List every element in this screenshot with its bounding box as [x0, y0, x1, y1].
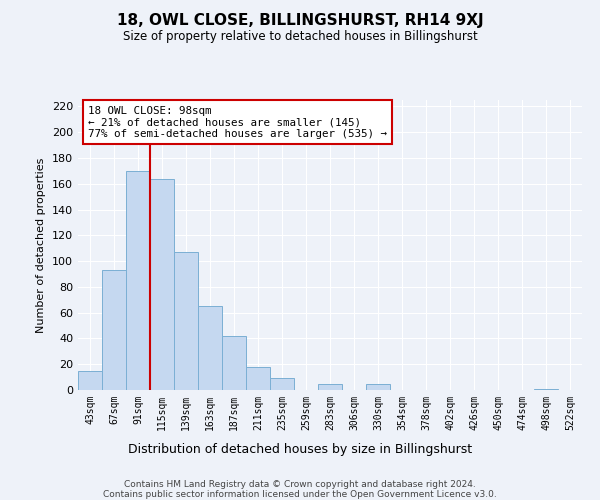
Text: 18 OWL CLOSE: 98sqm
← 21% of detached houses are smaller (145)
77% of semi-detac: 18 OWL CLOSE: 98sqm ← 21% of detached ho… [88, 106, 387, 139]
Text: Distribution of detached houses by size in Billingshurst: Distribution of detached houses by size … [128, 442, 472, 456]
Text: Contains HM Land Registry data © Crown copyright and database right 2024.: Contains HM Land Registry data © Crown c… [124, 480, 476, 489]
Bar [222, 336, 246, 390]
Bar [198, 306, 222, 390]
Bar [246, 367, 270, 390]
Bar [534, 388, 558, 390]
Text: Size of property relative to detached houses in Billingshurst: Size of property relative to detached ho… [122, 30, 478, 43]
Bar [318, 384, 342, 390]
Bar [174, 252, 198, 390]
Bar [270, 378, 294, 390]
Text: 18, OWL CLOSE, BILLINGSHURST, RH14 9XJ: 18, OWL CLOSE, BILLINGSHURST, RH14 9XJ [116, 12, 484, 28]
Bar [78, 370, 102, 390]
Bar [150, 178, 174, 390]
Y-axis label: Number of detached properties: Number of detached properties [37, 158, 46, 332]
Bar [126, 171, 150, 390]
Bar [102, 270, 126, 390]
Text: Contains public sector information licensed under the Open Government Licence v3: Contains public sector information licen… [103, 490, 497, 499]
Bar [366, 384, 390, 390]
